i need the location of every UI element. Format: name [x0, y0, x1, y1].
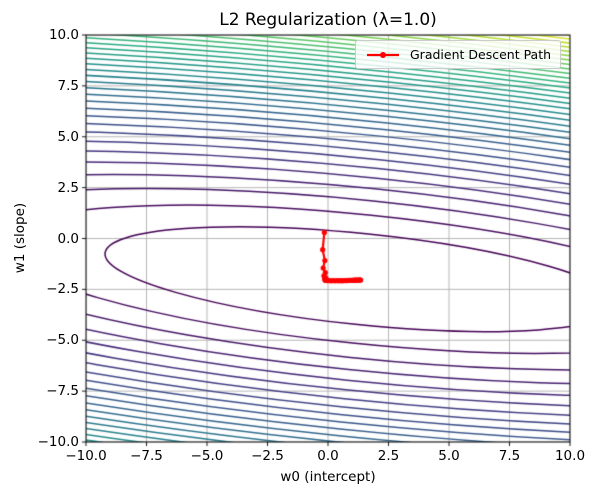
x-tick-label: 7.5: [498, 448, 521, 464]
legend: Gradient Descent Path: [355, 40, 562, 69]
x-tick-label: −7.5: [130, 448, 163, 464]
x-tick-label: −5.0: [190, 448, 224, 464]
y-tick-label: −7.5: [46, 383, 79, 400]
x-tick-label: −10.0: [65, 448, 107, 464]
x-tick-label: 5.0: [438, 448, 460, 464]
y-tick-label: −5.0: [46, 332, 79, 349]
x-tick-label: 2.5: [377, 448, 400, 464]
y-tick-label: 7.5: [57, 77, 79, 94]
x-tick-label: 0.0: [317, 448, 339, 464]
plot-title: L2 Regularization (λ=1.0): [219, 10, 437, 30]
x-tick-label: −2.5: [251, 448, 284, 464]
y-tick-label: 5.0: [57, 128, 79, 145]
x-tick-label: 10.0: [554, 448, 586, 464]
legend-label: Gradient Descent Path: [410, 47, 552, 62]
x-axis-label: w0 (intercept): [280, 469, 376, 485]
y-tick-label: 2.5: [57, 179, 79, 196]
y-tick-label: 10.0: [48, 27, 79, 43]
y-tick-label: −10.0: [37, 434, 79, 450]
y-tick-label: −2.5: [46, 281, 79, 298]
y-tick-label: 0.0: [57, 230, 79, 247]
legend-line-sample-icon: [367, 51, 399, 58]
